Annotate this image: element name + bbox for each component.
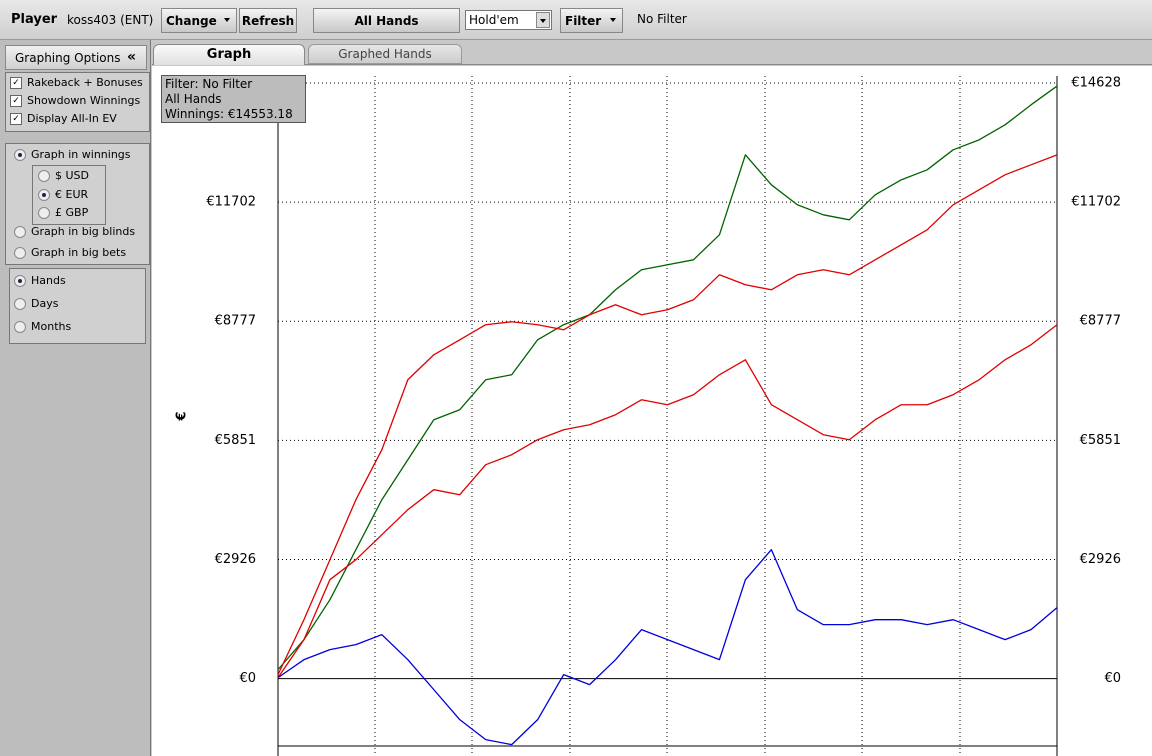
info-line: Filter: No Filter xyxy=(165,77,253,91)
plot: € €0 €0 €2926 €2926 €5851 €5851 €8777 €8777 €117… xyxy=(175,76,1121,756)
y-tick-label: €5851 xyxy=(215,433,256,448)
button-label: Change xyxy=(166,13,217,28)
radio-label: Hands xyxy=(31,274,66,287)
toolbar: Player koss403 (ENT) Change Refresh All … xyxy=(0,0,1152,40)
all-hands-button[interactable]: All Hands xyxy=(313,8,460,33)
radio[interactable]: Hands xyxy=(14,274,66,287)
info-line: All Hands xyxy=(165,92,222,106)
radio[interactable]: Days xyxy=(14,297,58,310)
y-tick-label-right: €5851 xyxy=(1080,433,1121,448)
button-label: Refresh xyxy=(241,13,295,28)
radio-label: Graph in big blinds xyxy=(31,225,136,238)
y-tick-label: €2926 xyxy=(215,552,256,567)
radio[interactable]: Graph in big bets xyxy=(14,246,126,259)
y-tick-label-right: €2926 xyxy=(1080,552,1121,567)
info-box: Filter: No Filter All Hands Winnings: €1… xyxy=(161,75,306,123)
player-name: koss403 (ENT) xyxy=(67,13,154,27)
change-button[interactable]: Change xyxy=(161,8,237,33)
info-line: Winnings: €14553.18 xyxy=(165,107,293,121)
tab-bar: Graph Graphed Hands xyxy=(152,40,1152,65)
y-axis-label: € xyxy=(175,411,190,421)
radio[interactable]: £ GBP xyxy=(38,206,88,219)
sidebar-title-text: Graphing Options xyxy=(15,51,121,65)
sidebar: Graphing Options « ✓ Rakeback + Bonuses ✓ S… xyxy=(0,40,151,756)
series-line xyxy=(277,154,1058,675)
radio-label: Graph in big bets xyxy=(31,246,127,259)
player-label: Player xyxy=(11,12,58,27)
tab[interactable]: Graph xyxy=(153,44,305,65)
radio[interactable]: € EUR xyxy=(38,188,88,201)
checkbox[interactable]: ✓ Rakeback + Bonuses xyxy=(10,76,143,89)
radio-label: Months xyxy=(31,320,72,333)
radio-label: € EUR xyxy=(55,188,89,201)
select-value: Hold'em xyxy=(469,13,519,27)
y-tick-label-right: €8777 xyxy=(1080,314,1121,329)
radio-label: Graph in winnings xyxy=(31,148,131,161)
series-line xyxy=(277,85,1058,671)
y-tick-label-right: €14628 xyxy=(1071,76,1121,91)
chart-background xyxy=(152,66,1152,756)
vertical-grid xyxy=(374,76,961,756)
x-mode-panel xyxy=(9,268,146,344)
radio[interactable]: $ USD xyxy=(38,169,89,182)
series-line xyxy=(277,324,1058,678)
checkbox[interactable]: ✓ Display All-In EV xyxy=(10,112,117,125)
tab-label: Graph xyxy=(206,47,252,62)
checkbox-label: Showdown Winnings xyxy=(27,94,141,107)
radio[interactable]: Months xyxy=(14,320,71,333)
radio-label: Days xyxy=(31,297,59,310)
radio[interactable]: Graph in big blinds xyxy=(14,225,135,238)
sidebar-title: Graphing Options « xyxy=(5,45,147,70)
button-label: Filter xyxy=(565,13,602,28)
checkbox-panel xyxy=(5,72,150,132)
y-tick-label-right: €11702 xyxy=(1071,195,1121,210)
collapse-button[interactable]: « xyxy=(126,49,136,65)
radio[interactable]: Graph in winnings xyxy=(14,148,131,161)
filter-button[interactable]: Filter xyxy=(560,8,623,33)
checkbox[interactable]: ✓ Showdown Winnings xyxy=(10,94,140,107)
game-select[interactable]: Hold'em xyxy=(465,10,552,30)
refresh-button[interactable]: Refresh xyxy=(239,8,297,33)
radio-label: £ GBP xyxy=(55,206,89,219)
tab[interactable]: Graphed Hands xyxy=(308,44,462,64)
checkbox-label: Display All-In EV xyxy=(27,112,117,125)
series-line xyxy=(277,549,1058,746)
y-tick-label: €8777 xyxy=(215,314,256,329)
y-tick-label: €0 xyxy=(239,671,256,686)
filter-status: No Filter xyxy=(637,12,687,26)
radio-label: $ USD xyxy=(55,169,89,182)
y-tick-label: €11702 xyxy=(206,195,256,210)
chart: € €0 €0 €2926 €2926 €5851 €5851 €8777 €8777 €117… xyxy=(152,66,1152,756)
tab-label: Graphed Hands xyxy=(338,47,432,61)
checkbox-label: Rakeback + Bonuses xyxy=(27,76,143,89)
button-label: All Hands xyxy=(354,13,419,28)
y-tick-label-right: €0 xyxy=(1104,671,1121,686)
